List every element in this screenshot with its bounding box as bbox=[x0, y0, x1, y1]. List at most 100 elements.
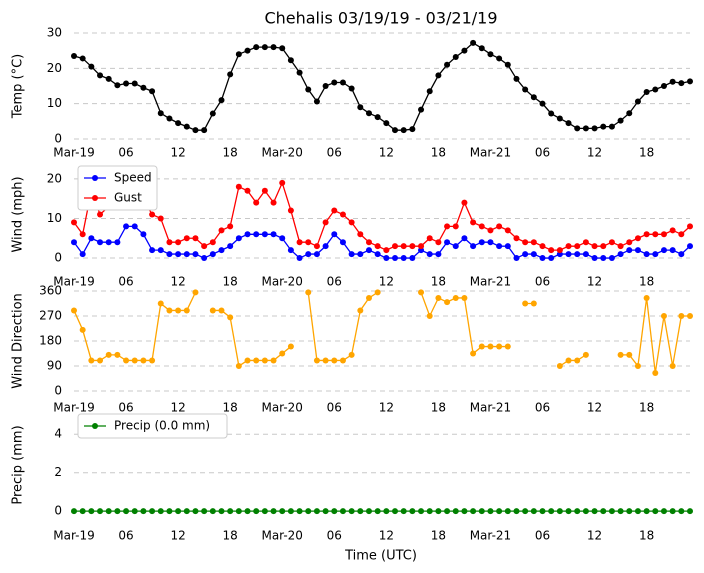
data-point bbox=[270, 357, 277, 364]
y-axis-label: Temp (°C) bbox=[11, 54, 26, 120]
data-point bbox=[617, 117, 624, 124]
data-point bbox=[235, 363, 242, 369]
data-point bbox=[565, 243, 572, 250]
data-point bbox=[470, 243, 477, 250]
data-point bbox=[88, 63, 95, 70]
data-point bbox=[131, 508, 138, 515]
data-point bbox=[678, 80, 685, 87]
data-point bbox=[244, 47, 251, 54]
data-point bbox=[192, 508, 199, 515]
legend: Speed Gust bbox=[77, 165, 158, 211]
data-point bbox=[157, 508, 164, 515]
data-point bbox=[617, 351, 624, 358]
x-tick-label: 12 bbox=[170, 529, 185, 543]
data-point bbox=[322, 219, 329, 226]
data-point bbox=[487, 508, 494, 515]
data-point bbox=[218, 227, 225, 234]
data-point bbox=[591, 125, 598, 132]
data-point bbox=[131, 357, 138, 364]
y-tick-label: 10 bbox=[47, 96, 62, 110]
data-point bbox=[487, 51, 494, 58]
data-point bbox=[105, 351, 112, 358]
data-point bbox=[652, 231, 659, 238]
y-tick-label: 4 bbox=[54, 427, 62, 441]
data-point bbox=[253, 508, 260, 515]
data-point bbox=[296, 255, 303, 262]
data-point bbox=[140, 357, 147, 364]
data-point bbox=[244, 231, 251, 238]
data-point bbox=[409, 126, 416, 133]
data-point bbox=[452, 243, 459, 250]
data-point bbox=[192, 251, 199, 258]
data-point bbox=[123, 357, 130, 364]
data-point bbox=[652, 508, 659, 515]
y-tick-label: 270 bbox=[39, 309, 62, 323]
data-point bbox=[261, 508, 268, 515]
data-point bbox=[556, 247, 563, 254]
data-point bbox=[626, 508, 633, 515]
x-tick-label: 18 bbox=[223, 275, 238, 289]
data-point bbox=[227, 223, 234, 230]
data-point bbox=[105, 239, 112, 246]
data-point bbox=[235, 235, 242, 242]
y-axis-label: Wind (mph) bbox=[11, 176, 26, 252]
data-point bbox=[157, 215, 164, 222]
data-point bbox=[166, 239, 173, 246]
data-point bbox=[444, 61, 451, 68]
y-tick-label: 2 bbox=[54, 465, 62, 479]
data-point bbox=[244, 357, 251, 364]
data-point bbox=[140, 231, 147, 238]
data-point bbox=[374, 508, 381, 515]
data-point bbox=[175, 307, 182, 314]
x-tick-label: 06 bbox=[327, 401, 342, 415]
data-point bbox=[582, 508, 589, 515]
x-tick-label: 12 bbox=[587, 275, 602, 289]
data-point bbox=[331, 207, 338, 214]
data-point bbox=[79, 251, 86, 258]
data-point bbox=[140, 84, 147, 91]
data-point bbox=[452, 508, 459, 515]
data-point bbox=[539, 100, 546, 107]
data-point bbox=[565, 508, 572, 515]
data-point bbox=[409, 243, 416, 250]
data-point bbox=[418, 289, 425, 296]
data-point bbox=[634, 247, 641, 254]
x-tick-label: 12 bbox=[170, 401, 185, 415]
data-point bbox=[331, 508, 338, 515]
data-point bbox=[678, 313, 685, 319]
data-point bbox=[522, 300, 529, 307]
legend-box bbox=[77, 413, 228, 439]
data-point bbox=[617, 251, 624, 258]
legend-marker bbox=[92, 195, 98, 201]
x-tick-label: 12 bbox=[379, 146, 394, 160]
data-point bbox=[400, 127, 407, 134]
data-point bbox=[418, 508, 425, 515]
data-point bbox=[348, 219, 355, 226]
data-point bbox=[166, 115, 173, 122]
data-point bbox=[522, 86, 529, 93]
x-tick-label: Mar-21 bbox=[470, 275, 511, 289]
data-point bbox=[374, 114, 381, 121]
data-point bbox=[331, 79, 338, 86]
data-point bbox=[470, 508, 477, 515]
data-point bbox=[530, 94, 537, 101]
x-tick-label: 12 bbox=[587, 401, 602, 415]
data-point bbox=[660, 247, 667, 254]
data-point bbox=[209, 508, 216, 515]
data-point bbox=[392, 508, 399, 515]
legend-label: Gust bbox=[114, 191, 142, 205]
data-point bbox=[634, 235, 641, 242]
data-point bbox=[357, 251, 364, 258]
legend-marker bbox=[92, 175, 98, 181]
data-point bbox=[313, 98, 320, 105]
x-tick-label: Mar-19 bbox=[53, 529, 94, 543]
data-point bbox=[279, 350, 286, 357]
data-point bbox=[444, 239, 451, 246]
x-tick-label: 06 bbox=[535, 146, 550, 160]
data-point bbox=[444, 508, 451, 515]
data-point bbox=[183, 123, 190, 130]
x-tick-label: 06 bbox=[118, 529, 133, 543]
data-point bbox=[504, 227, 511, 234]
x-tick-label: 06 bbox=[327, 146, 342, 160]
data-point bbox=[270, 199, 277, 206]
